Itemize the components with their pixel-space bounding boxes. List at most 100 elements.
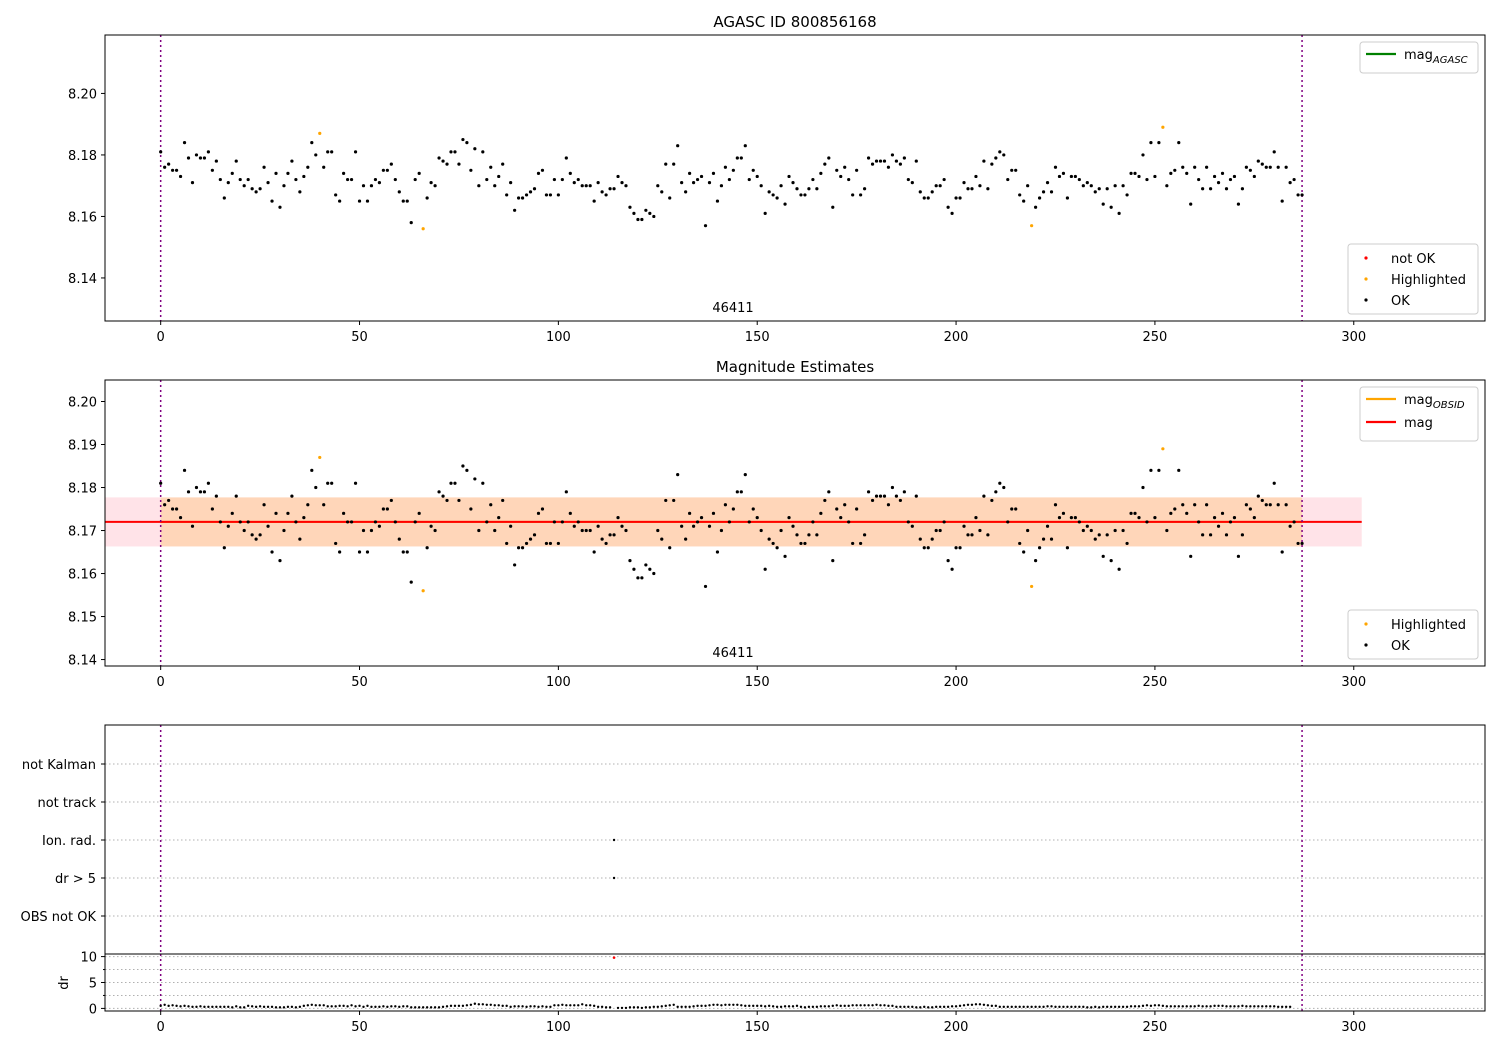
panel2-point-ok: [218, 520, 222, 524]
panel4-xtick-label: 150: [745, 1020, 770, 1035]
panel4-dr-point: [346, 1005, 349, 1008]
panel2-point-ok: [1002, 485, 1006, 490]
panel2-point-ok: [823, 498, 827, 503]
panel1-point-ok: [465, 141, 469, 145]
panel1-point-ok: [1057, 174, 1062, 179]
panel2-point-ok: [1022, 550, 1026, 554]
panel2-point-ok: [222, 546, 226, 550]
panel1-point-ok: [747, 177, 751, 182]
panel4-dr-point: [207, 1005, 210, 1009]
panel1-point-ok: [688, 171, 692, 175]
panel2-point-ok: [536, 511, 541, 515]
panel2-point-ok: [1101, 554, 1105, 558]
panel2-point-ok: [628, 559, 632, 563]
panel1-point-ok: [886, 165, 891, 169]
panel2-point-ok: [874, 494, 879, 498]
panel4-dr-point: [557, 1004, 560, 1007]
panel2-point-ok: [966, 533, 970, 537]
panel4-dr-point: [1050, 1005, 1053, 1008]
panel2-point-ok: [954, 546, 958, 550]
panel4-dr-point: [1213, 1004, 1216, 1008]
panel4-dr-point: [934, 1005, 938, 1009]
panel1-point-ok: [1022, 199, 1026, 203]
panel1-point-ok: [1268, 165, 1272, 169]
panel4-dr-point: [1288, 1005, 1292, 1009]
panel4-dr-point: [577, 1004, 580, 1007]
panel1-point-ok: [819, 171, 823, 175]
panel2-point-ok: [477, 528, 481, 533]
panel4-dr-point: [867, 1004, 870, 1007]
panel1-legend-point-label: Highlighted: [1391, 273, 1466, 288]
panel2-point-ok: [1113, 528, 1117, 533]
panel2-point-ok: [926, 546, 930, 550]
panel4-dr-point: [923, 1005, 926, 1009]
panel1-point-ok: [572, 181, 576, 185]
panel2-point-ok: [163, 503, 167, 507]
panel3-category-label: Ion. rad.: [42, 834, 96, 849]
panel4-dr-point: [803, 1006, 807, 1009]
panel4-dr-point: [441, 1005, 445, 1009]
panel1-point-ok: [1284, 165, 1288, 169]
panel1-point-ok: [1065, 196, 1070, 200]
panel2-point-ok: [596, 524, 600, 528]
panel2-point-ok: [505, 541, 509, 546]
panel1-legend-point-label: OK: [1391, 294, 1410, 309]
panel2-point-ok: [501, 498, 505, 503]
panel1-point-ok: [755, 174, 759, 179]
panel2-point-ok: [1065, 546, 1070, 550]
panel4-dr-point: [1058, 1005, 1061, 1009]
panel2-point-ok: [389, 498, 393, 503]
panel2-ytick-label: 8.15: [68, 611, 97, 626]
panel4-dr-point: [815, 1005, 819, 1009]
panel2-point-ok: [922, 546, 926, 550]
panel2-point-ok: [1125, 541, 1129, 546]
panel1-point-ok: [409, 220, 413, 225]
panel2-point-ok: [262, 503, 266, 507]
panel1-point-ok: [926, 196, 930, 200]
panel1-point-ok: [699, 174, 704, 179]
panel4-dr-point: [545, 1005, 548, 1009]
panel2-point-ok: [775, 546, 779, 550]
panel4-ylabel: dr: [57, 976, 72, 990]
panel4-dr-point: [608, 1006, 612, 1009]
panel4-dr-point: [565, 1004, 568, 1007]
panel4-dr-point: [469, 1003, 473, 1006]
panel1-point-ok: [942, 177, 946, 182]
panel4-dr-point: [537, 1005, 540, 1009]
panel1-point-ok: [859, 193, 863, 197]
panel2-point-ok: [345, 520, 350, 524]
panel4-dr-point: [187, 1005, 190, 1008]
panel1-point-ok: [345, 177, 350, 182]
panel1-point-ok: [298, 190, 302, 194]
panel2-point-ok: [763, 567, 767, 571]
panel1-point-ok: [1089, 184, 1093, 188]
panel2-frame: [104, 379, 1486, 667]
panel1-point-ok: [866, 156, 871, 160]
panel1-point-ok: [616, 174, 620, 179]
panel1-point-ok: [1228, 177, 1233, 182]
panel1-point-ok: [389, 162, 393, 166]
panel4-dr-point: [1030, 1005, 1033, 1009]
panel4-xtick-label: 250: [1142, 1020, 1167, 1035]
panel1-point-ok: [644, 208, 648, 212]
panel2-point-ok: [978, 528, 982, 533]
panel4-dr-point: [911, 1005, 914, 1009]
panel2-point-ok: [393, 520, 397, 524]
panel4-dr-point: [402, 1005, 405, 1008]
panel4-dr-point: [290, 1005, 294, 1009]
panel1-point-ok: [385, 168, 389, 172]
panel1-point-ok: [266, 181, 270, 185]
panel4-dr-point: [1280, 1005, 1284, 1009]
panel2-point-ok: [676, 473, 680, 477]
panel4-dr-point: [712, 1003, 715, 1006]
panel1-point-ok: [159, 150, 163, 154]
panel1-point-ok: [787, 174, 791, 179]
panel4-dr-point: [254, 1005, 258, 1009]
panel4-dr-point: [314, 1004, 317, 1007]
panel4-dr-point: [1273, 1005, 1276, 1008]
panel1-point-ok: [274, 171, 278, 175]
panel4-dr-point: [211, 1005, 214, 1009]
panel4-dr-point: [477, 1003, 481, 1006]
panel4-dr-point: [915, 1006, 918, 1009]
